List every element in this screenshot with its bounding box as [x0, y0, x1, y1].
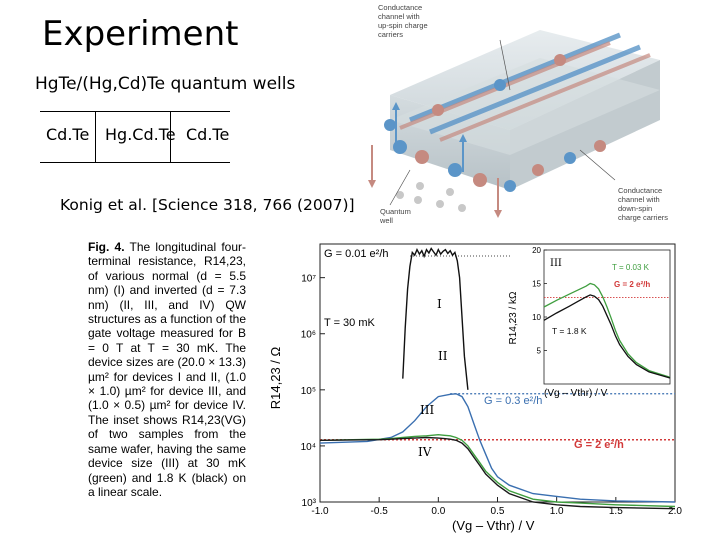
qw-divider-right: [170, 112, 171, 162]
up-spin-channel: [409, 32, 641, 135]
layer-label-hgcdte: Hg.Cd.Te: [105, 125, 176, 144]
slide-subtitle: HgTe/(Hg,Cd)Te quantum wells: [35, 74, 296, 94]
caption-text: The longitudinal four-terminal resistanc…: [88, 240, 246, 499]
label-up-line-2: channel with: [378, 12, 420, 21]
inset-series-line-green: [543, 282, 671, 378]
inset-axis-ticks: 5 10 15 20: [532, 246, 547, 356]
inset-roman-label: III: [550, 258, 562, 269]
x-tick-label: -0.5: [371, 506, 389, 517]
y-tick-label: 10³: [302, 498, 317, 509]
label-up-line-4: carriers: [378, 30, 403, 39]
y-tick-label: 10⁷: [301, 274, 316, 285]
qw-divider-left: [95, 112, 96, 162]
reference-citation: Konig et al. [Science 318, 766 (2007)]: [60, 196, 355, 214]
inset-y-tick-label: 15: [532, 280, 541, 289]
slide-title: Experiment: [42, 14, 239, 54]
qw-top-line: [40, 111, 230, 112]
annotation-g2: G = 2 e²/h: [574, 439, 624, 451]
inset-x-label: (Vg – Vthr) / V: [544, 388, 608, 399]
figure-caption: Fig. 4. The longitudinal four-terminal r…: [88, 240, 246, 499]
label-up-line-1: Conductance: [378, 3, 422, 12]
qw-bottom-line: [40, 162, 230, 163]
spin-arrows: [368, 102, 502, 218]
layer-label-cdte-left: Cd.Te: [46, 125, 90, 144]
main-reference-lines: [320, 255, 675, 441]
label-down-line-1: Conductance: [618, 186, 662, 195]
series-line-iv: [319, 436, 676, 510]
roman-label-i: I: [437, 297, 442, 311]
y-axis-label: R14,23 / Ω: [268, 346, 283, 409]
inset-y-tick-label: 20: [532, 246, 541, 255]
inset-y-tick-label: 10: [532, 313, 541, 322]
x-tick-label: 0.0: [431, 506, 445, 517]
roman-label-iii: III: [420, 403, 434, 417]
series-line-iii: [319, 433, 676, 508]
annotation-temp: T = 30 mK: [324, 317, 376, 329]
roman-label-ii: II: [438, 349, 448, 363]
resistance-plot: -1.0 -0.5 0.0 0.5 1.0 1.5 2.0 10³ 10⁴ 10⁵ 10⁶ 10⁷ G…: [268, 243, 683, 533]
spin-carriers: [384, 54, 606, 192]
annotation-g03: G = 0.3 e²/h: [484, 395, 542, 407]
roman-label-iv: IV: [418, 445, 432, 459]
inset-y-tick-label: 5: [537, 347, 542, 356]
y-tick-label: 10⁶: [301, 330, 316, 341]
edge-channel-schematic: Conductance channel with up-spin charge …: [368, 3, 668, 225]
inset-series-line-black: [543, 294, 671, 379]
leader-bottom: [579, 149, 616, 181]
leader-top: [499, 39, 511, 91]
inset-g2-label: G = 2 e²/h: [614, 280, 650, 289]
inset-temp-green: T = 0.03 K: [612, 263, 650, 272]
x-tick-label: 2.0: [668, 506, 682, 517]
leader-well: [389, 169, 411, 206]
layer-label-cdte-right: Cd.Te: [186, 125, 230, 144]
inset-plot: 5 10 15 20 III T = 0.03 K T = 1.8 K G = 2 e…: [508, 246, 671, 399]
series-line-i: [402, 247, 469, 390]
shadow-dots: [396, 182, 466, 212]
x-tick-label: 1.0: [550, 506, 564, 517]
x-tick-label: -1.0: [311, 506, 329, 517]
label-up-line-3: up-spin charge: [378, 21, 428, 30]
label-down-line-4: charge carriers: [618, 213, 668, 222]
main-axis-ticks: -1.0 -0.5 0.0 0.5 1.0 1.5 2.0 10³ 10⁴ 10⁵ 10⁶ 10⁷: [301, 274, 683, 517]
caption-label: Fig. 4.: [88, 240, 125, 254]
x-tick-label: 0.5: [491, 506, 505, 517]
inset-temp-black: T = 1.8 K: [552, 326, 587, 336]
inset-y-label: R14,23 / kΩ: [508, 291, 519, 345]
x-axis-label: (Vg – Vthr) / V: [452, 518, 535, 533]
label-well-line-1: Quantum: [380, 207, 411, 216]
annotation-g0: G = 0.01 e²/h: [324, 248, 389, 260]
label-well-line-2: well: [379, 216, 393, 225]
x-tick-label: 1.5: [609, 506, 623, 517]
label-down-line-2: channel with: [618, 195, 660, 204]
label-down-line-3: down-spin: [618, 204, 652, 213]
main-series-group: [319, 247, 676, 510]
y-tick-label: 10⁴: [301, 442, 316, 453]
inset-series-group: [543, 282, 671, 379]
series-line-ii: [319, 393, 676, 503]
y-tick-label: 10⁵: [301, 386, 316, 397]
